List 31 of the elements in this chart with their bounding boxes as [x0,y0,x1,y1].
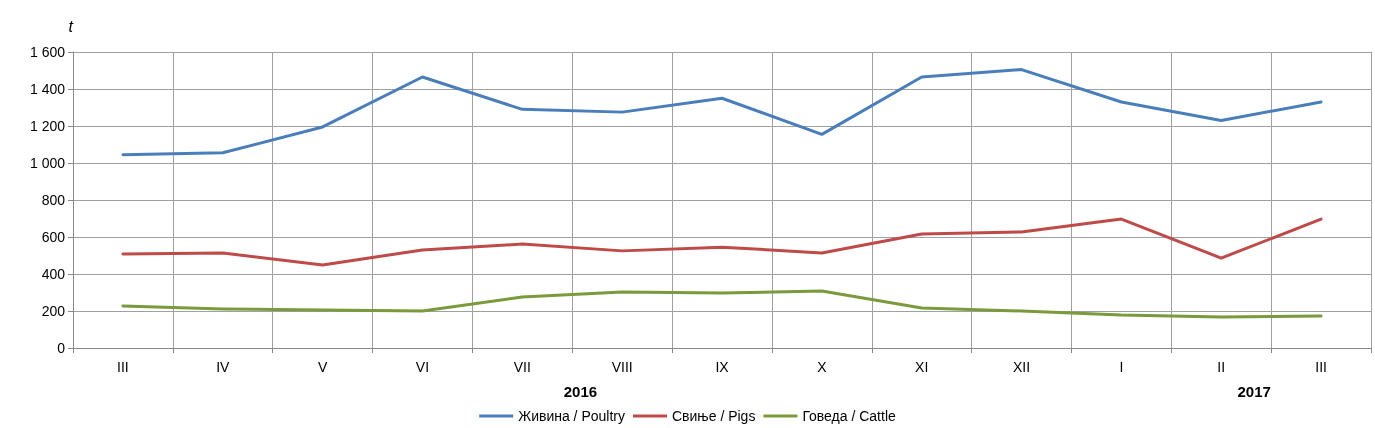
y-tick-label: 0 [57,340,66,356]
line-series [121,289,1323,319]
x-tick-label: XI [915,359,929,375]
x-tick-label: III [1315,359,1327,375]
x-tick-label: IV [216,359,231,375]
line-series [121,68,1323,157]
y-axis-title: t [68,17,74,35]
y-tick-label: 600 [41,229,66,245]
x-tick-label: X [817,359,828,375]
y-tick-label: 1 000 [29,155,66,171]
x-tick-label: V [317,359,328,375]
line-series [121,217,1323,267]
y-tick-label: 1 400 [29,81,66,97]
y-tick-label: 1 200 [29,118,66,134]
x-tick-label: II [1217,359,1226,375]
x-tick-label: VI [415,359,430,375]
y-tick-label: 400 [41,266,66,282]
legend-label: Свиње / Pigs [671,408,756,424]
text: 2017 [1237,383,1271,400]
x-tick-label: VIII [611,359,633,375]
x-tick-label: I [1119,359,1124,375]
legend-label: Живина / Poultry [518,408,625,424]
text: 2016 [563,383,598,400]
y-tick-label: 800 [41,192,66,208]
y-tick-label: 1 600 [29,44,66,60]
x-tick-label: IX [715,359,730,375]
x-tick-label: III [117,359,129,375]
x-tick-label: XII [1012,359,1031,375]
y-tick-label: 200 [41,303,66,319]
x-tick-label: VII [513,359,531,375]
legend-label: Говеда / Cattle [802,408,896,424]
